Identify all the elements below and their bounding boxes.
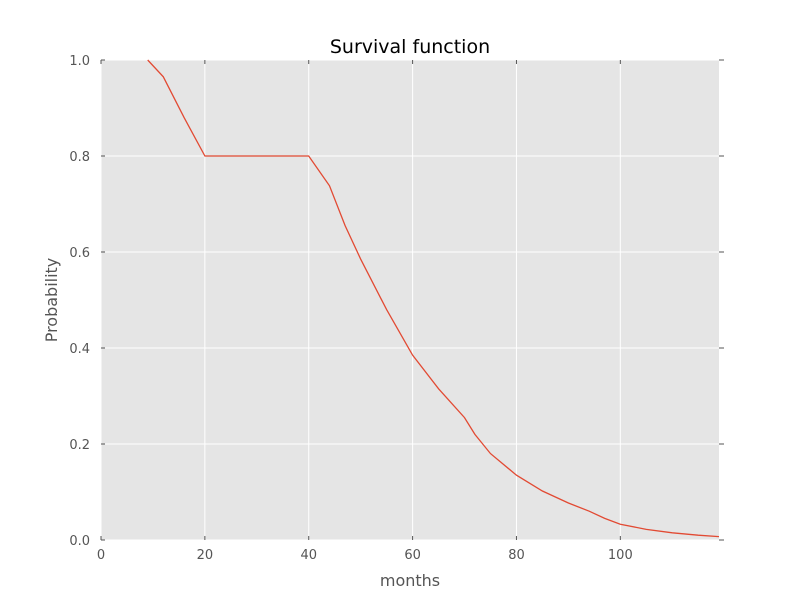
y-tick-label: 0.8: [69, 150, 90, 165]
chart-title: Survival function: [330, 36, 490, 58]
x-tick-label: 40: [300, 548, 317, 563]
y-axis-label: Probability: [42, 258, 61, 343]
y-tick-label: 0.0: [69, 534, 90, 549]
y-tick-labels: 0.0 0.2 0.4 0.6 0.8 1.0: [69, 54, 90, 549]
x-tick-label: 100: [608, 548, 633, 563]
y-tick-label: 1.0: [69, 54, 90, 69]
y-tick-label: 0.2: [69, 438, 90, 453]
x-axis-label: months: [380, 571, 440, 590]
tick-marks: [100, 59, 724, 541]
x-tick-label: 0: [97, 548, 105, 563]
x-tick-label: 20: [197, 548, 214, 563]
plot-area: [101, 60, 719, 540]
x-tick-label: 80: [508, 548, 525, 563]
grid-lines: [100, 59, 719, 541]
x-tick-label: 60: [404, 548, 421, 563]
y-tick-label: 0.6: [69, 246, 90, 261]
series-line: [147, 59, 720, 538]
x-tick-labels: 0 20 40 60 80 100: [97, 548, 633, 563]
y-tick-label: 0.4: [69, 342, 90, 357]
